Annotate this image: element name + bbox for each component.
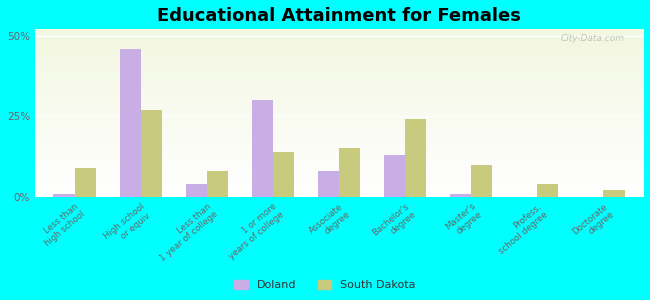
Bar bbox=[405, 119, 426, 197]
Bar bbox=[318, 171, 339, 197]
Bar bbox=[538, 184, 558, 197]
Text: City-Data.com: City-Data.com bbox=[561, 34, 625, 43]
Legend: Doland, South Dakota: Doland, South Dakota bbox=[229, 275, 421, 294]
Bar bbox=[471, 165, 492, 197]
Bar bbox=[384, 155, 405, 197]
Bar bbox=[273, 152, 294, 197]
Bar bbox=[450, 194, 471, 197]
Bar bbox=[252, 100, 273, 197]
Bar bbox=[140, 110, 162, 197]
Bar bbox=[75, 168, 96, 197]
Title: Educational Attainment for Females: Educational Attainment for Females bbox=[157, 7, 521, 25]
Bar bbox=[603, 190, 625, 197]
Bar bbox=[186, 184, 207, 197]
Bar bbox=[207, 171, 228, 197]
Bar bbox=[339, 148, 360, 197]
Bar bbox=[53, 194, 75, 197]
Bar bbox=[120, 49, 140, 197]
